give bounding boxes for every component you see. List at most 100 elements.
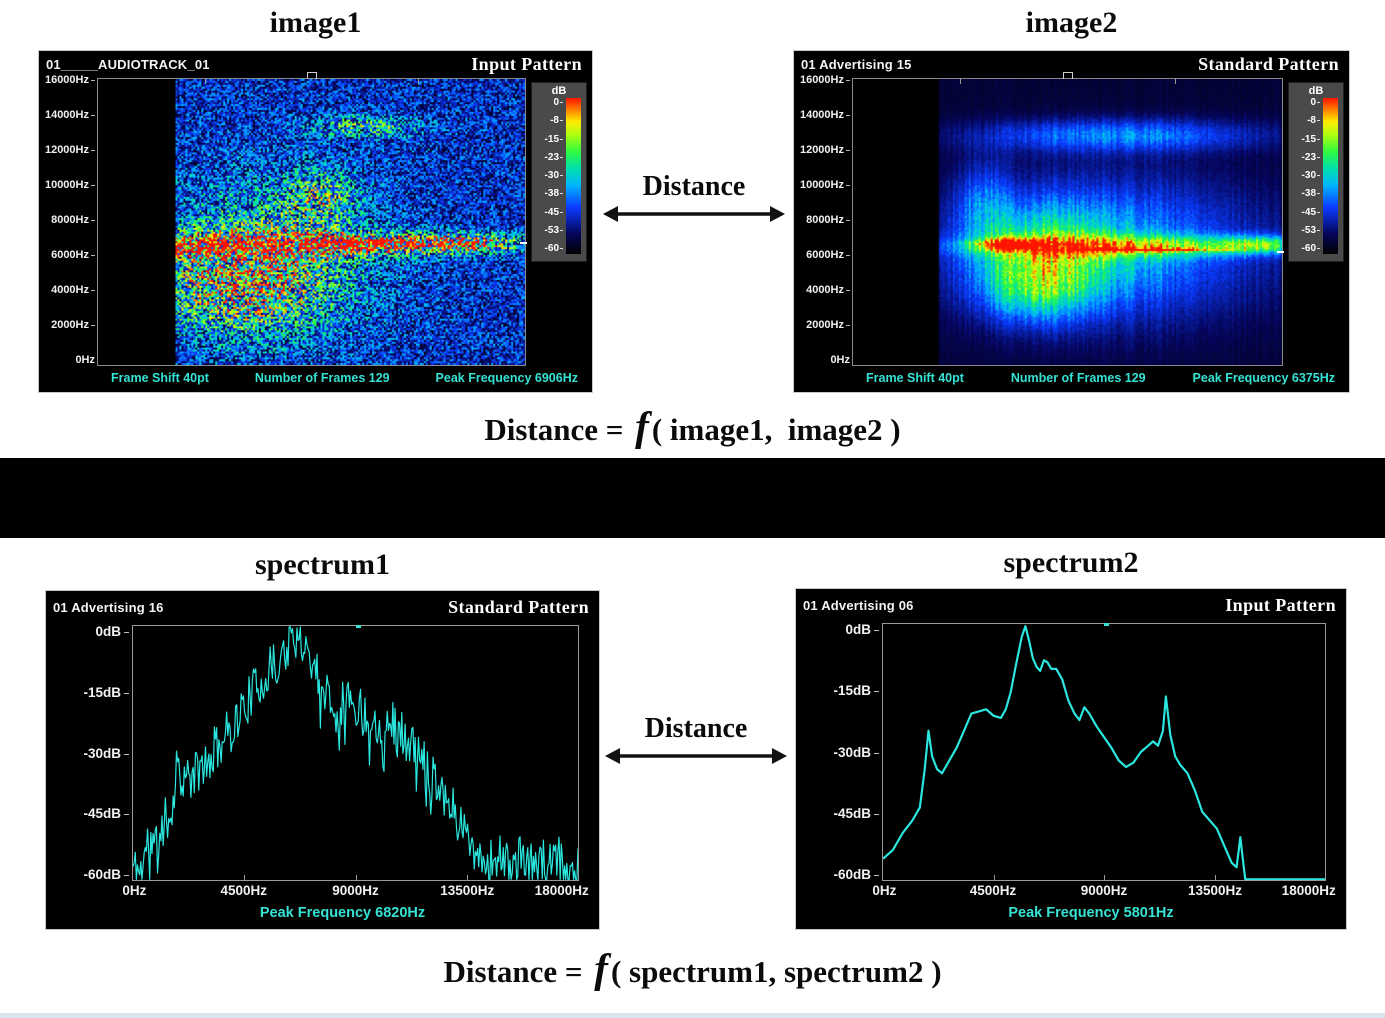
spectrogram-plot	[97, 72, 527, 366]
x-tick-label: 4500Hz	[969, 883, 1017, 898]
spectrum-panel-spectrum1: 01 Advertising 16 Standard Pattern 0dB -…	[45, 590, 600, 930]
x-tick-label: 9000Hz	[332, 883, 379, 898]
title-spectrum2: spectrum2	[1003, 546, 1139, 579]
colorbar: dB 0 -8 -15 -23 -30 -38 -45 -53 -60	[1288, 82, 1344, 262]
colorbar-tick: -30	[545, 171, 563, 181]
colorbar-gradient	[1323, 98, 1338, 254]
x-tick-label: 18000Hz	[534, 883, 589, 898]
equation-function-f: f	[594, 945, 608, 991]
equation-spectrum-distance: Distance = f ( spectrum1, spectrum2 )	[0, 944, 1385, 992]
y-tick: 4000Hz	[51, 285, 95, 296]
frame-shift-label: Frame Shift 40pt	[111, 371, 209, 385]
spectrogram-plot	[852, 72, 1284, 366]
bottom-edge-line	[0, 1013, 1385, 1018]
frequency-axis-labels: 0Hz 4500Hz 9000Hz 13500Hz 18000Hz	[122, 883, 588, 905]
colorbar-tick: -15	[1302, 134, 1320, 145]
peak-frequency-marker	[1277, 250, 1284, 253]
equation-prefix: Distance =	[484, 412, 632, 447]
distance-label: Distance	[642, 171, 746, 202]
y-tick: 10000Hz	[800, 180, 850, 191]
double-arrow-icon	[605, 748, 787, 764]
panel-header: 01 Advertising 16 Standard Pattern	[46, 591, 599, 621]
x-tick-label: 4500Hz	[220, 883, 268, 898]
y-tick: -45dB	[83, 807, 129, 821]
x-tick-label: 18000Hz	[1281, 883, 1336, 898]
panel-footer: Frame Shift 40pt Number of Frames 129 Pe…	[39, 368, 592, 392]
panel-header: 01 Advertising 06 Input Pattern	[796, 589, 1346, 619]
colorbar-tick: -23	[545, 152, 563, 163]
colorbar-title: dB	[551, 85, 567, 97]
colorbar-tick: -53	[545, 225, 563, 236]
y-tick: 0dB	[95, 625, 129, 639]
colorbar-tick: 0	[553, 98, 563, 108]
y-tick: 8000Hz	[806, 215, 850, 226]
spectrogram-panel-image2: 01 Advertising 15 Standard Pattern 16000…	[793, 50, 1350, 393]
spectrum-panel-spectrum2: 01 Advertising 06 Input Pattern 0dB -15d…	[795, 588, 1347, 930]
spectrogram-panel-image1: 01_____AUDIOTRACK_01 Input Pattern 16000…	[38, 50, 593, 393]
top-tick	[1174, 78, 1176, 84]
colorbar-column: dB 0 -8 -15 -23 -30 -38 -45 -53 -60	[1283, 75, 1349, 368]
colorbar-tick: 0	[1310, 98, 1320, 108]
y-tick: 10000Hz	[45, 180, 95, 191]
y-tick: 6000Hz	[51, 250, 95, 261]
equation-image-distance: Distance = f ( image1, image2 )	[0, 402, 1385, 450]
spectrogram-canvas	[98, 79, 525, 365]
equation-prefix: Distance =	[443, 954, 591, 989]
distance-annotation-top: Distance	[598, 172, 790, 226]
colorbar-tick: -38	[1302, 189, 1320, 199]
peak-frequency-label: Peak Frequency 5801Hz	[1008, 905, 1174, 921]
x-tick-label: 13500Hz	[1187, 883, 1243, 898]
y-tick: 0dB	[845, 623, 879, 637]
title-image1: image1	[269, 6, 362, 39]
level-axis-labels: 0dB -15dB -30dB -45dB -60dB	[796, 623, 882, 882]
y-tick: -60dB	[83, 868, 129, 882]
y-tick: -15dB	[833, 684, 879, 698]
peak-frequency-label: Peak Frequency 6820Hz	[259, 905, 426, 921]
colorbar-column: dB 0 -8 -15 -23 -30 -38 -45 -53 -60	[526, 75, 592, 368]
equation-arguments: ( spectrum1, spectrum2 )	[610, 954, 942, 989]
y-tick: 2000Hz	[51, 320, 95, 331]
frame-shift-label: Frame Shift 40pt	[866, 371, 964, 385]
level-axis-labels: 0dB -15dB -30dB -45dB -60dB	[46, 625, 132, 882]
colorbar-body: 0 -8 -15 -23 -30 -38 -45 -53 -60	[532, 97, 586, 261]
x-tick	[244, 875, 246, 881]
peak-frequency-marker	[520, 242, 527, 245]
spectrum-plot	[882, 623, 1326, 881]
plot-body: 0dB -15dB -30dB -45dB -60dB	[796, 623, 1346, 881]
colorbar-tick: -60	[545, 244, 563, 254]
y-tick: -30dB	[83, 746, 129, 760]
colorbar-tick: -8	[550, 116, 563, 126]
x-tick	[1214, 875, 1216, 881]
x-tick-label: 13500Hz	[440, 883, 495, 898]
colorbar-tick: -38	[545, 189, 563, 199]
x-tick-label: 0Hz	[122, 883, 147, 898]
top-tick	[204, 78, 206, 84]
y-tick: 4000Hz	[806, 285, 850, 296]
y-tick: 16000Hz	[45, 75, 95, 86]
y-tick: 0Hz	[75, 354, 95, 366]
panel-footer: Frame Shift 40pt Number of Frames 129 Pe…	[794, 368, 1349, 392]
x-tick-label: 9000Hz	[1080, 883, 1128, 898]
y-tick: 16000Hz	[800, 75, 850, 86]
colorbar-body: 0 -8 -15 -23 -30 -38 -45 -53 -60	[1289, 97, 1343, 261]
colorbar-tick: -60	[1302, 244, 1320, 254]
colorbar-ticks: 0 -8 -15 -23 -30 -38 -45 -53 -60	[535, 98, 566, 254]
pattern-type-label: Input Pattern	[1225, 594, 1336, 615]
x-tick	[993, 875, 995, 881]
frequency-axis-labels: 0Hz 4500Hz 9000Hz 13500Hz 18000Hz	[872, 883, 1335, 905]
frequency-axis-labels: 16000Hz 14000Hz 12000Hz 10000Hz 8000Hz 6…	[794, 75, 852, 368]
cursor-marker-icon	[1062, 72, 1073, 79]
colorbar-tick: -53	[1302, 225, 1320, 236]
frequency-axis-labels: 16000Hz 14000Hz 12000Hz 10000Hz 8000Hz 6…	[39, 75, 97, 368]
x-tick	[1104, 875, 1105, 881]
top-tick	[418, 78, 420, 84]
y-tick: -45dB	[833, 807, 879, 821]
colorbar-title: dB	[1308, 85, 1324, 97]
pattern-type-label: Input Pattern	[471, 53, 582, 74]
peak-frequency-label: Peak Frequency 6375Hz	[1192, 371, 1335, 385]
panel-header: 01_____AUDIOTRACK_01 Input Pattern	[39, 51, 592, 75]
track-name: 01 Advertising 06	[803, 597, 914, 613]
x-tick	[355, 875, 357, 881]
colorbar: dB 0 -8 -15 -23 -30 -38 -45 -53 -60	[531, 82, 587, 262]
colorbar-gradient	[566, 98, 581, 254]
